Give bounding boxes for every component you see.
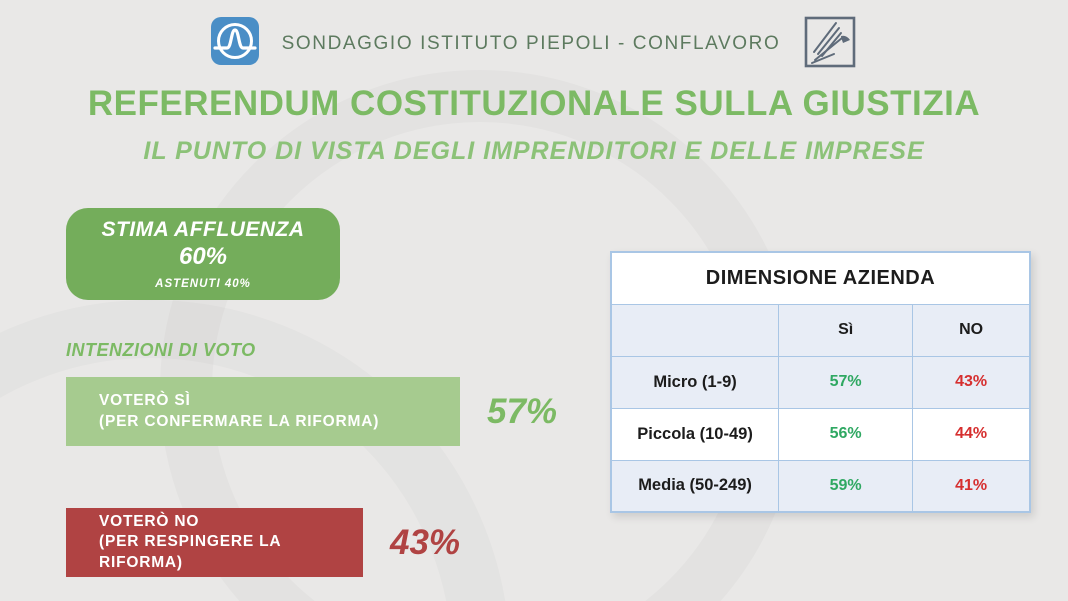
brand-line: SONDAGGIO ISTITUTO PIEPOLI - CONFLAVORO xyxy=(281,32,781,54)
table-title: DIMENSIONE AZIENDA xyxy=(610,251,1031,305)
turnout-value: 60% xyxy=(178,243,228,270)
micro-no-value: 43% xyxy=(912,355,1031,409)
company-size-table: DIMENSIONE AZIENDA Sì NO Micro (1-9) 57%… xyxy=(610,251,1031,513)
row-label-micro: Micro (1-9) xyxy=(610,355,780,409)
column-header-no: NO xyxy=(912,303,1031,357)
intentions-heading: INTENZIONI DI VOTO xyxy=(66,340,256,360)
vote-yes-label-line2: (PER CONFERMARE LA RIFORMA) xyxy=(99,412,380,430)
conflavoro-eagle-logo xyxy=(802,10,858,77)
media-si-value: 59% xyxy=(778,459,914,513)
vote-no-label-line2: (PER RESPINGERE LA RIFORMA) xyxy=(99,533,281,571)
vote-no-bar: VOTERÒ NO (PER RESPINGERE LA RIFORMA) xyxy=(66,508,363,577)
istituto-piepoli-logo xyxy=(210,15,260,72)
vote-yes-bar: VOTERÒ SÌ (PER CONFERMARE LA RIFORMA) xyxy=(66,377,460,446)
column-header-si: Sì xyxy=(778,303,914,357)
table-row: Micro (1-9) 57% 43% xyxy=(610,355,1031,409)
piccola-si-value: 56% xyxy=(778,407,914,461)
abstained-label: ASTENUTI 40% xyxy=(155,278,251,290)
vote-no-row: VOTERÒ NO (PER RESPINGERE LA RIFORMA) 43… xyxy=(66,508,460,577)
vote-yes-percent: 57% xyxy=(487,391,558,431)
micro-si-value: 57% xyxy=(778,355,914,409)
table-row: Media (50-249) 59% 41% xyxy=(610,459,1031,513)
turnout-estimate-box: STIMA AFFLUENZA 60% ASTENUTI 40% xyxy=(66,208,340,300)
row-label-piccola: Piccola (10-49) xyxy=(610,407,780,461)
vote-yes-row: VOTERÒ SÌ (PER CONFERMARE LA RIFORMA) 57… xyxy=(66,377,557,446)
table-row: Piccola (10-49) 56% 44% xyxy=(610,407,1031,461)
vote-yes-label-line1: VOTERÒ SÌ xyxy=(99,392,191,410)
row-label-media: Media (50-249) xyxy=(610,459,780,513)
vote-no-percent: 43% xyxy=(390,522,461,562)
page-subtitle: IL PUNTO DI VISTA DEGLI IMPRENDITORI E D… xyxy=(143,137,925,165)
piccola-no-value: 44% xyxy=(912,407,1031,461)
media-no-value: 41% xyxy=(912,459,1031,513)
header: SONDAGGIO ISTITUTO PIEPOLI - CONFLAVORO xyxy=(0,10,1068,77)
page-title: REFERENDUM COSTITUZIONALE SULLA GIUSTIZI… xyxy=(87,84,981,123)
turnout-label: STIMA AFFLUENZA xyxy=(101,218,305,241)
vote-no-label-line1: VOTERÒ NO xyxy=(99,513,200,531)
table-corner-cell xyxy=(610,303,780,357)
